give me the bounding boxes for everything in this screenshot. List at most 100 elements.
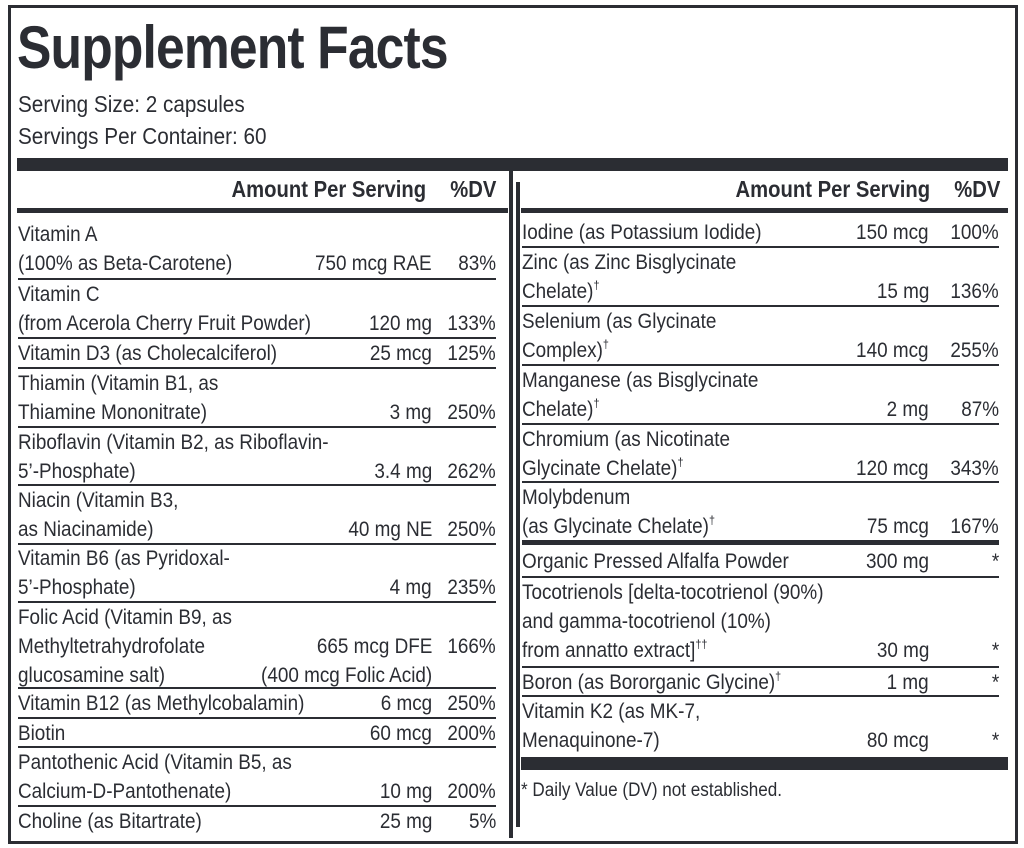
- nutrient-name-line: Methyltetrahydrofolate: [18, 635, 206, 658]
- nutrient-row: Vitamin B12 (as Methylcobalamin) 6 mcg 250…: [18, 689, 496, 719]
- right-header-amount: Amount Per Serving: [735, 176, 930, 202]
- nutrient-name-line: Menaquinone-7): [522, 729, 660, 752]
- footnote-dagger-mark: †: [593, 396, 600, 410]
- nutrient-row: Manganese (as Bisglycinate Chelate)† 2 mg 8…: [522, 366, 999, 425]
- nutrient-daily-value: 133%: [447, 312, 496, 335]
- nutrient-amount: 150 mcg: [856, 221, 929, 244]
- nutrient-name-line: Folic Acid (Vitamin B9, as: [18, 606, 232, 629]
- bottom-thick-bar: [521, 757, 1008, 770]
- nutrient-name-line: Pantothenic Acid (Vitamin B5, as: [18, 751, 292, 774]
- nutrient-amount: 2 mg: [886, 398, 929, 421]
- footnote-dagger-mark: †: [775, 669, 782, 683]
- nutrient-amount: 4 mg: [389, 576, 432, 599]
- nutrient-name-line: Vitamin A: [18, 223, 98, 246]
- right-header-underline: [521, 208, 1008, 213]
- nutrient-amount: 3.4 mg: [374, 460, 432, 483]
- nutrient-row: Vitamin B6 (as Pyridoxal- 5’-Phosphate) 4 …: [18, 544, 496, 603]
- nutrient-name-line: Iodine (as Potassium Iodide): [522, 221, 762, 244]
- nutrient-row: Riboflavin (Vitamin B2, as Riboflavin- 5’…: [18, 428, 496, 486]
- nutrient-name-line: Manganese (as Bisglycinate: [522, 369, 759, 392]
- nutrient-name-line: (as Glycinate Chelate)†: [522, 513, 716, 538]
- center-divider: [509, 171, 513, 838]
- nutrient-name-line: Selenium (as Glycinate: [522, 310, 717, 333]
- nutrient-amount: 3 mg: [389, 401, 432, 424]
- nutrient-name-line: Riboflavin (Vitamin B2, as Riboflavin-: [18, 431, 329, 454]
- nutrient-name-line: as Niacinamide): [18, 518, 154, 541]
- nutrient-name-line: and gamma-tocotrienol (10%): [522, 610, 771, 633]
- nutrient-daily-value: 167%: [950, 515, 999, 538]
- footnote-dagger-mark: ††: [695, 637, 708, 651]
- nutrient-row: Thiamin (Vitamin B1, as Thiamine Mononitr…: [18, 369, 496, 428]
- nutrient-daily-value: 262%: [447, 460, 496, 483]
- nutrient-daily-value: 200%: [447, 722, 496, 745]
- nutrient-row: Tocotrienols [delta-tocotrienol (90%) and…: [522, 578, 999, 668]
- nutrient-daily-value: 250%: [447, 518, 496, 541]
- nutrient-name-line: Complex)†: [522, 337, 609, 362]
- nutrient-amount: 40 mg NE: [347, 518, 432, 541]
- nutrient-name-line: 5’-Phosphate): [18, 576, 136, 599]
- nutrient-name-line: Vitamin B6 (as Pyridoxal-: [18, 547, 230, 570]
- nutrient-amount-note: (400 mcg Folic Acid): [260, 664, 432, 687]
- nutrient-daily-value: 100%: [950, 221, 999, 244]
- nutrient-row: Molybdenum (as Glycinate Chelate)† 75 mcg 1…: [522, 483, 999, 545]
- nutrient-row: Vitamin C (from Acerola Cherry Fruit Powd…: [18, 280, 496, 339]
- right-header-dv: %DV: [953, 176, 1000, 202]
- nutrient-amount: 25 mcg: [370, 342, 432, 365]
- nutrient-daily-value: *: [991, 550, 999, 573]
- nutrient-daily-value: 125%: [447, 342, 496, 365]
- nutrient-daily-value: 250%: [447, 401, 496, 424]
- nutrient-row: Boron (as Bororganic Glycine)† 1 mg *: [522, 668, 999, 697]
- nutrient-name-line: Vitamin C: [18, 283, 100, 306]
- nutrient-row: Biotin 60 mcg 200%: [18, 719, 496, 748]
- nutrient-daily-value: *: [991, 671, 999, 694]
- nutrient-row: Vitamin A (100% as Beta-Carotene) 750 mcg …: [18, 220, 496, 280]
- nutrient-amount: 15 mg: [876, 280, 929, 303]
- nutrient-name-line: Chelate)†: [522, 278, 600, 303]
- nutrient-name-line: Tocotrienols [delta-tocotrienol (90%): [522, 581, 824, 604]
- servings-per-container: Servings Per Container: 60: [18, 123, 267, 149]
- nutrient-name-line: Molybdenum: [522, 486, 631, 509]
- left-nutrient-column: Vitamin A (100% as Beta-Carotene) 750 mcg …: [18, 0, 496, 848]
- footnote-dagger-mark: †: [602, 337, 609, 351]
- footnote-dagger-mark: †: [708, 513, 716, 527]
- nutrient-name-line: Calcium-D-Pantothenate): [18, 780, 232, 803]
- right-nutrient-column: Iodine (as Potassium Iodide) 150 mcg 100% Z…: [522, 0, 999, 848]
- nutrient-daily-value: *: [991, 729, 999, 752]
- nutrient-amount: 1 mg: [886, 671, 929, 694]
- nutrient-row: Vitamin D3 (as Cholecalciferol) 25 mcg 125…: [18, 339, 496, 369]
- nutrient-name-line: Thiamine Mononitrate): [18, 401, 208, 424]
- nutrient-row: Zinc (as Zinc Bisglycinate Chelate)† 15 mg…: [522, 248, 999, 307]
- footnote-dagger-mark: †: [677, 455, 684, 469]
- nutrient-name-line: Boron (as Bororganic Glycine)†: [522, 669, 782, 694]
- nutrient-daily-value: 255%: [950, 339, 999, 362]
- nutrient-name-line: Organic Pressed Alfalfa Powder: [522, 550, 789, 573]
- nutrient-name-line: 5’-Phosphate): [18, 460, 136, 483]
- nutrient-name-line: Vitamin K2 (as MK-7,: [522, 700, 701, 723]
- nutrient-name-line: Chromium (as Nicotinate: [522, 428, 730, 451]
- nutrient-name-line: (from Acerola Cherry Fruit Powder): [18, 312, 312, 335]
- nutrient-amount: 80 mcg: [867, 729, 929, 752]
- page-title: Supplement Facts: [17, 14, 449, 81]
- nutrient-row: Niacin (Vitamin B3, as Niacinamide) 40 mg …: [18, 486, 496, 545]
- nutrient-row: Chromium (as Nicotinate Glycinate Chelate…: [522, 425, 999, 483]
- nutrient-name-line: Glycinate Chelate)†: [522, 455, 684, 480]
- nutrient-name-line: Thiamin (Vitamin B1, as: [18, 372, 219, 395]
- nutrient-amount: 60 mcg: [370, 722, 432, 745]
- nutrient-amount: 120 mcg: [856, 457, 929, 480]
- footnote: * Daily Value (DV) not established.: [521, 780, 783, 801]
- nutrient-daily-value: *: [991, 639, 999, 662]
- nutrient-daily-value: 166%: [447, 635, 496, 658]
- top-thick-bar: [17, 158, 1008, 171]
- center-divider-inner: [516, 182, 520, 827]
- nutrient-row: Organic Pressed Alfalfa Powder 300 mg *: [522, 547, 999, 578]
- nutrient-name-line: glucosamine salt): [18, 664, 166, 687]
- nutrient-amount: 30 mg: [876, 639, 929, 662]
- nutrient-daily-value: 83%: [458, 252, 496, 275]
- left-header-underline: [17, 208, 508, 213]
- nutrient-amount: 120 mg: [368, 312, 432, 335]
- nutrient-row: Folic Acid (Vitamin B9, as Methyltetrahyd…: [18, 603, 496, 689]
- nutrient-amount: 10 mg: [379, 780, 432, 803]
- nutrient-name-line: Zinc (as Zinc Bisglycinate: [522, 251, 737, 274]
- nutrient-name-line: Choline (as Bitartrate): [18, 810, 202, 833]
- footnote-dagger-mark: †: [593, 278, 600, 292]
